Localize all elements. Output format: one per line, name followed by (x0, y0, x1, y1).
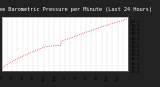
Text: Milwaukee Barometric Pressure per Minute (Last 24 Hours): Milwaukee Barometric Pressure per Minute… (0, 7, 152, 12)
